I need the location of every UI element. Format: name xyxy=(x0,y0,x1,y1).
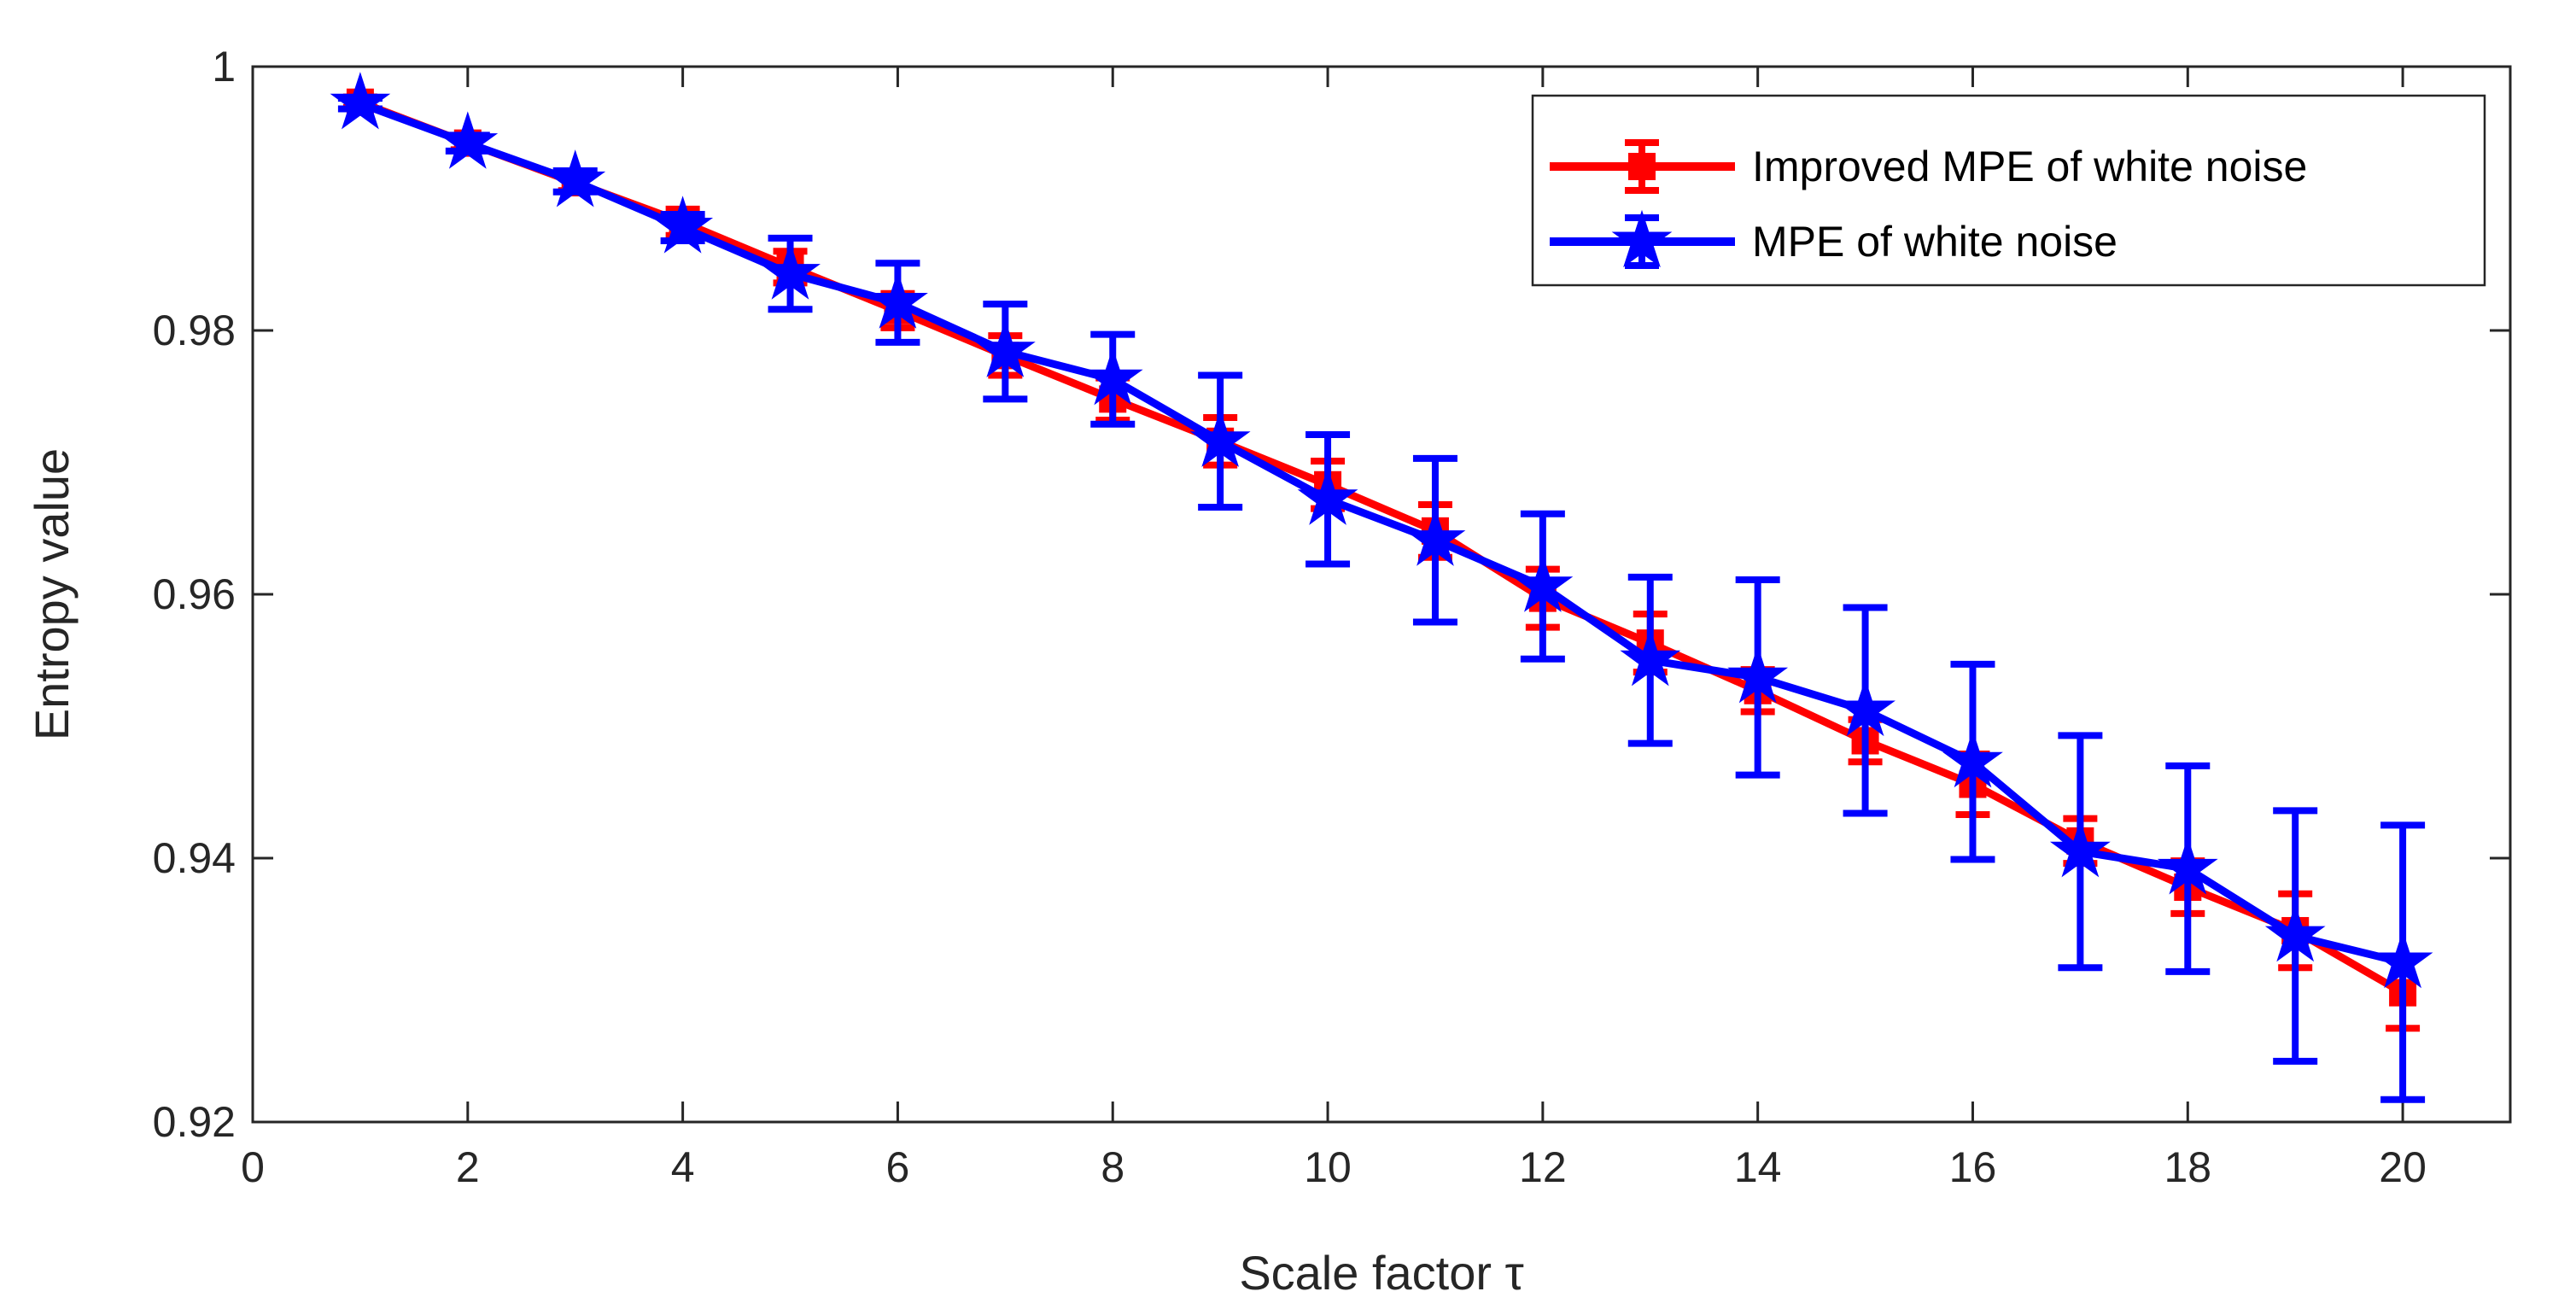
x-tick-label: 8 xyxy=(1101,1143,1124,1191)
legend-marker xyxy=(1611,209,1673,268)
x-axis: 0 2 4 6 8 10 12 14 16 18 20 xyxy=(241,67,2427,1191)
x-tick-label: 0 xyxy=(241,1143,265,1191)
y-axis-title: Entropy value xyxy=(25,448,79,740)
data-point xyxy=(1620,628,1681,687)
data-point xyxy=(1189,409,1251,467)
series-line xyxy=(359,100,2404,967)
legend: Improved MPE of white noise MPE of white… xyxy=(1531,94,2486,287)
data-point xyxy=(1727,646,1789,704)
x-tick-label: 16 xyxy=(1949,1143,1997,1191)
y-tick-label: 0.96 xyxy=(153,570,236,618)
legend-marker xyxy=(1628,153,1656,180)
legend-box xyxy=(1531,94,2486,287)
x-tick-label: 4 xyxy=(671,1143,695,1191)
series-mpe xyxy=(330,72,2433,1103)
x-tick-label: 6 xyxy=(886,1143,910,1191)
x-tick-label: 18 xyxy=(2164,1143,2211,1191)
data-point xyxy=(1942,729,2003,788)
data-point xyxy=(1835,678,1895,737)
x-tick-label: 12 xyxy=(1519,1143,1567,1191)
y-tick-label: 0.94 xyxy=(153,834,236,882)
y-tick-label: 0.92 xyxy=(153,1098,236,1146)
data-point xyxy=(437,111,499,169)
data-point xyxy=(330,72,391,130)
data-point xyxy=(2372,930,2433,989)
y-tick-label: 0.98 xyxy=(153,307,236,354)
data-point xyxy=(974,319,1036,377)
series-line xyxy=(359,98,2405,996)
data-point xyxy=(2264,903,2326,962)
legend-label-mpe: MPE of white noise xyxy=(1752,218,2117,266)
x-tick-label: 10 xyxy=(1304,1143,1352,1191)
x-tick-label: 14 xyxy=(1734,1143,1782,1191)
data-point xyxy=(545,149,606,207)
data-point xyxy=(1297,467,1358,525)
y-axis: 0.92 0.94 0.96 0.98 1 xyxy=(153,43,2510,1146)
series-layer xyxy=(330,72,2433,1103)
data-point xyxy=(2157,837,2218,895)
data-point xyxy=(1405,508,1466,566)
data-point xyxy=(1512,554,1574,612)
x-tick-label: 2 xyxy=(456,1143,480,1191)
data-point xyxy=(760,242,821,300)
data-point xyxy=(1082,347,1143,406)
data-point xyxy=(867,271,928,329)
data-point xyxy=(2049,820,2111,878)
legend-label-improved-mpe: Improved MPE of white noise xyxy=(1752,143,2307,190)
data-point xyxy=(652,196,714,254)
x-tick-label: 20 xyxy=(2379,1143,2427,1191)
x-axis-title: Scale factor τ xyxy=(1239,1246,1523,1300)
y-tick-label: 1 xyxy=(212,43,236,91)
